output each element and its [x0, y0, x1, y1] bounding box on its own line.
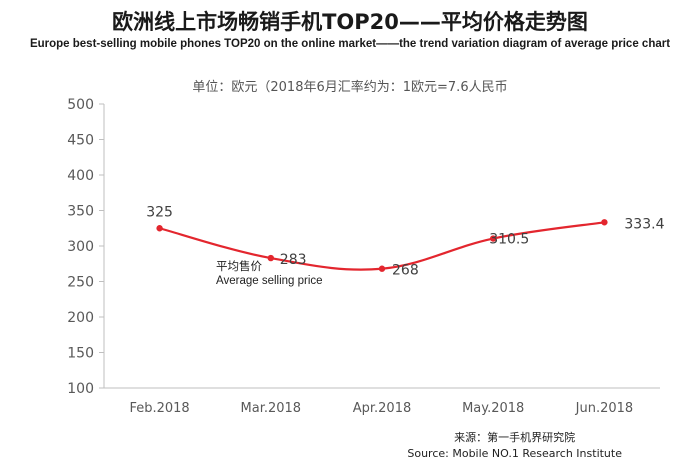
data-label: 333.4	[624, 216, 664, 232]
y-tick-label: 250	[67, 275, 94, 291]
data-point	[490, 235, 497, 242]
x-tick-label: Feb.2018	[129, 401, 189, 416]
y-tick-label: 400	[67, 168, 94, 184]
source-note: 来源：第一手机界研究院 Source: Mobile NO.1 Research…	[407, 430, 622, 462]
x-tick-label: Mar.2018	[241, 401, 302, 416]
series-name-label: 平均售价	[216, 259, 262, 273]
x-tick-label: May.2018	[462, 401, 524, 416]
y-tick-label: 300	[67, 239, 94, 255]
chart-title: 欧洲线上市场畅销手机TOP20——平均价格走势图	[112, 10, 588, 34]
data-point	[601, 219, 608, 226]
data-label: 283	[280, 252, 307, 268]
data-label: 325	[146, 204, 173, 220]
y-tick-label: 150	[67, 346, 94, 362]
y-tick-label: 200	[67, 310, 94, 326]
y-tick-label: 500	[67, 97, 94, 113]
x-tick-label: Apr.2018	[353, 401, 412, 416]
data-point	[378, 265, 386, 272]
data-label: 310.5	[489, 232, 529, 248]
chart-subtitle: Europe best-selling mobile phones TOP20 …	[29, 38, 671, 50]
source-line-en: Source: Mobile NO.1 Research Institute	[407, 447, 622, 460]
y-tick-label: 450	[67, 133, 94, 149]
data-label: 268	[392, 263, 419, 279]
series-name-label-en: Average selling price	[216, 275, 323, 287]
data-point	[267, 254, 274, 262]
y-tick-label: 100	[67, 381, 94, 397]
data-point	[156, 225, 163, 232]
x-tick-label: Jun.2018	[575, 401, 634, 416]
unit-note: 单位：欧元（2018年6月汇率约为：1欧元=7.6人民币	[192, 80, 508, 95]
source-line-cn: 来源：第一手机界研究院	[454, 431, 576, 444]
y-tick-label: 350	[67, 204, 94, 220]
